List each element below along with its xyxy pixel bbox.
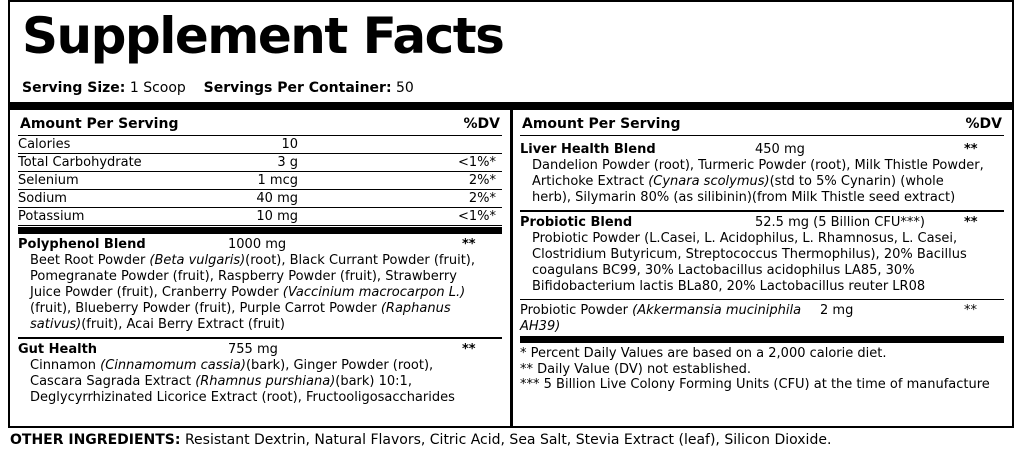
text: (root), Black Currant Powder (fruit), Po…: [30, 253, 475, 300]
title: Supplement Facts: [22, 7, 505, 65]
text: (bark) 10:1, Deglycyrrhizinated Licorice…: [30, 373, 455, 405]
thin-rule: [520, 298, 1004, 300]
nutrient-dv: 2%*: [468, 191, 496, 206]
nutrient-row: Total Carbohydrate 3 g <1%*: [18, 154, 502, 172]
left-column: Amount Per Serving %DV Calories 10 Total Car…: [18, 114, 502, 406]
single-row: Probiotic Powder (Akkermansia muciniphil…: [520, 303, 1004, 335]
text: (std to 5% Cynarin) (whole herb), Silyma…: [532, 174, 956, 205]
nutrient-amount: 10: [281, 137, 298, 152]
nutrient-row: Selenium 1 mcg 2%*: [18, 172, 502, 190]
nutrient-name: Total Carbohydrate: [18, 155, 142, 170]
thick-bar: [520, 210, 1004, 212]
footnote: * Percent Daily Values are based on a 2,…: [520, 346, 887, 361]
header-amount: Amount Per Serving: [522, 116, 681, 132]
serving-line: Serving Size: 1 Scoop Servings Per Conta…: [22, 80, 414, 96]
single-dv: **: [964, 303, 977, 318]
blend-row: Probiotic Blend 52.5 mg (5 Billion CFU***…: [520, 215, 1004, 231]
blend-name: Polyphenol Blend: [18, 237, 146, 252]
blend-description: Probiotic Powder (L.Casei, L. Acidophilu…: [520, 231, 1004, 295]
column-divider: [510, 110, 513, 426]
nutrient-amount: 1 mcg: [257, 173, 298, 188]
column-header: Amount Per Serving %DV: [18, 114, 502, 136]
nutrient-name: Selenium: [18, 173, 79, 188]
thick-bar: [18, 227, 502, 234]
italic-text: (Cynara scolymus): [648, 174, 770, 189]
serving-size-label: Serving Size:: [22, 80, 126, 96]
footnote: ** Daily Value (DV) not established.: [520, 361, 752, 377]
label-box: Supplement Facts Serving Size: 1 Scoop S…: [8, 0, 1014, 428]
serving-size: 1 Scoop: [129, 80, 186, 96]
nutrient-name: Sodium: [18, 191, 67, 206]
blend-description: Beet Root Powder (Beta vulgaris)(root), …: [18, 253, 502, 333]
servings-label: Servings Per Container:: [203, 80, 392, 96]
blend-dv: **: [462, 237, 476, 252]
nutrient-name: Calories: [18, 137, 71, 152]
single-amount: 2 mg: [820, 303, 854, 318]
italic-text: (Cinnamomum cassia): [100, 357, 246, 373]
other-label: OTHER INGREDIENTS:: [10, 432, 181, 448]
nutrient-name: Potassium: [18, 209, 85, 224]
text: (fruit), Acai Berry Extract (fruit): [81, 317, 285, 332]
nutrient-row: Sodium 40 mg 2%*: [18, 190, 502, 208]
italic-text: (Rhamnus purshiana): [195, 373, 336, 389]
blend-dv: **: [964, 142, 978, 157]
other-ingredients: OTHER INGREDIENTS: Resistant Dextrin, Na…: [10, 432, 831, 448]
italic-text: (Raphanus sativus): [30, 301, 451, 332]
blend-description: Cinnamon (Cinnamomum cassia)(bark), Ging…: [18, 358, 502, 406]
other-text: Resistant Dextrin, Natural Flavors, Citr…: [184, 432, 832, 448]
text: Cinnamon: [30, 357, 101, 373]
thin-rule: [18, 337, 502, 339]
italic-text: (Akkermansia muciniphila AH39): [520, 303, 802, 334]
blend-name: Probiotic Blend: [520, 214, 633, 230]
italic-text: (Beta vulgaris): [149, 253, 246, 268]
header-dv: %DV: [965, 116, 1002, 132]
blend-name: Liver Health Blend: [520, 142, 656, 157]
thick-bar: [520, 336, 1004, 343]
blend-dv: **: [964, 214, 978, 230]
blend-dv: **: [462, 341, 476, 357]
blend-amount: 755 mg: [228, 341, 278, 357]
text: Dandelion Powder (root), Turmeric Powder…: [532, 158, 984, 189]
blend-amount: 52.5 mg (5 Billion CFU***): [755, 214, 925, 230]
nutrient-dv: <1%*: [457, 209, 496, 224]
blend-name: Gut Health: [18, 341, 98, 357]
header-dv: %DV: [463, 116, 500, 132]
nutrient-amount: 10 mg: [256, 209, 298, 224]
nutrient-dv: [298, 136, 502, 153]
nutrient-row: Potassium 10 mg <1%*: [18, 208, 502, 226]
thick-bar: [10, 102, 1012, 110]
nutrient-amount: 40 mg: [256, 191, 298, 206]
blend-description: Dandelion Powder (root), Turmeric Powder…: [520, 158, 1004, 206]
footnote: *** 5 Billion Live Colony Forming Units …: [520, 377, 990, 392]
text: Beet Root Powder: [30, 253, 150, 268]
servings: 50: [396, 80, 414, 96]
text: Probiotic Powder: [520, 303, 633, 318]
nutrient-dv: <1%*: [457, 155, 496, 170]
nutrient-row: Calories 10: [18, 136, 502, 154]
blend-row: Liver Health Blend 450 mg **: [520, 142, 1004, 158]
column-header: Amount Per Serving %DV: [520, 114, 1004, 136]
single-name: Probiotic Powder (Akkermansia muciniphil…: [520, 303, 820, 335]
blend-amount: 450 mg: [755, 142, 805, 157]
blend-row: Polyphenol Blend 1000 mg **: [18, 237, 502, 253]
italic-text: (Vaccinium macrocarpon L.): [282, 285, 466, 300]
blend-row: Gut Health 755 mg **: [18, 342, 502, 358]
text: (bark), Ginger Powder (root), Cascara Sa…: [30, 357, 434, 389]
nutrient-dv: 2%*: [468, 173, 496, 188]
header-amount: Amount Per Serving: [20, 116, 179, 132]
text: Probiotic Powder (L.Casei, L. Acidophilu…: [532, 230, 967, 294]
right-column: Amount Per Serving %DV Liver Health Blend 4…: [520, 114, 1004, 393]
text: (fruit), Blueberry Powder (fruit), Purpl…: [30, 301, 381, 316]
blend-amount: 1000 mg: [228, 237, 287, 252]
nutrient-amount: 3 g: [277, 155, 298, 170]
